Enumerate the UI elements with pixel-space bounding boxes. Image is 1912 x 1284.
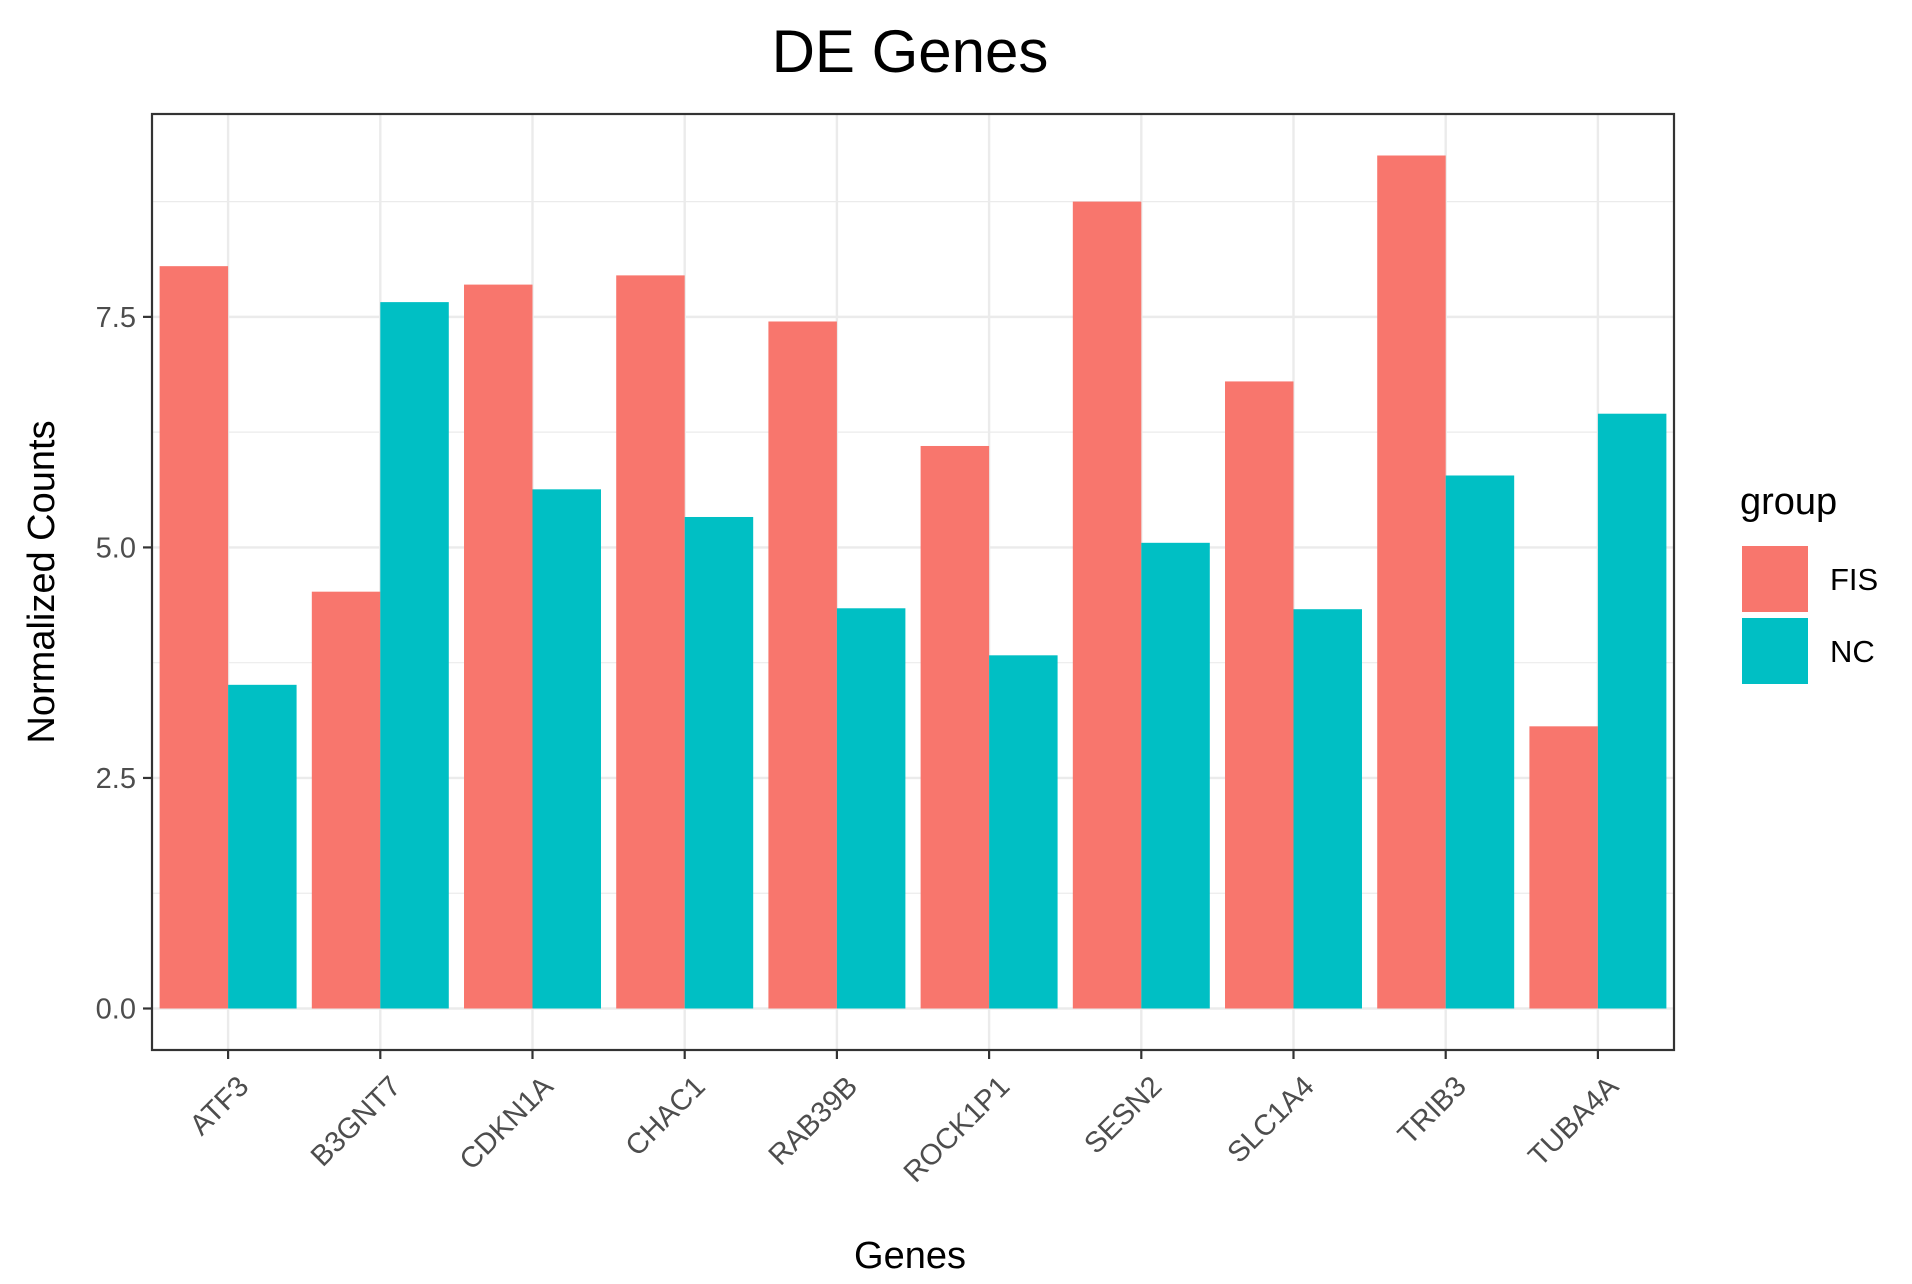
- bar-fis-slc1a4: [1225, 381, 1294, 1009]
- x-tick-label: B3GNT7: [305, 1070, 407, 1172]
- legend-label-nc: NC: [1830, 634, 1875, 669]
- bar-fis-cdkn1a: [464, 284, 533, 1009]
- chart-title: DE Genes: [772, 18, 1049, 85]
- panel-border: [150, 112, 1676, 1052]
- legend: group FIS NC: [1740, 481, 1878, 684]
- y-axis: 0.0 2.5 5.0 7.5: [96, 302, 152, 1026]
- x-axis-title: Genes: [854, 1235, 966, 1277]
- bar-nc-slc1a4: [1293, 609, 1362, 1009]
- x-tick-label: SLC1A4: [1222, 1070, 1321, 1169]
- bar-nc-sesn2: [1141, 542, 1210, 1009]
- y-axis-title: Normalized Counts: [21, 420, 63, 743]
- plot-panel: [150, 112, 1676, 1052]
- legend-key-fis: [1742, 546, 1808, 612]
- x-tick-label: TUBA4A: [1523, 1070, 1626, 1173]
- legend-key-nc: [1742, 618, 1808, 684]
- y-tick-label: 0.0: [96, 994, 136, 1026]
- bar-nc-trib3: [1445, 475, 1515, 1009]
- y-tick-label: 5.0: [96, 532, 136, 564]
- y-tick-label: 7.5: [96, 302, 136, 334]
- x-axis: ATF3 B3GNT7 CDKN1A CHAC1 RAB39B ROCK1P1 SESN2 S…: [184, 1050, 1625, 1189]
- bar-nc-cdkn1a: [532, 489, 601, 1009]
- x-tick-label: SESN2: [1079, 1070, 1169, 1160]
- x-tick-label: RAB39B: [763, 1070, 864, 1171]
- bar-fis-atf3: [159, 266, 229, 1009]
- bar-fis-b3gnt7: [311, 591, 381, 1009]
- x-tick-label: TRIB3: [1392, 1070, 1473, 1151]
- bar-nc-rock1p1: [989, 655, 1058, 1009]
- bar-nc-atf3: [228, 684, 297, 1009]
- y-tick-label: 2.5: [96, 763, 136, 795]
- bar-fis-chac1: [616, 275, 685, 1009]
- bar-fis-trib3: [1377, 155, 1446, 1009]
- bar-fis-tuba4a: [1529, 726, 1598, 1009]
- legend-label-fis: FIS: [1830, 562, 1878, 597]
- x-tick-label: CHAC1: [620, 1070, 712, 1162]
- x-tick-label: ATF3: [184, 1070, 255, 1141]
- legend-title: group: [1740, 481, 1837, 523]
- bar-fis-sesn2: [1072, 201, 1142, 1009]
- bars: [159, 155, 1667, 1009]
- x-tick-label: CDKN1A: [454, 1070, 560, 1176]
- bar-fis-rab39b: [768, 321, 837, 1009]
- bar-nc-chac1: [684, 516, 754, 1009]
- x-tick-label: ROCK1P1: [898, 1070, 1016, 1188]
- bar-fis-rock1p1: [920, 445, 990, 1009]
- bar-nc-tuba4a: [1597, 413, 1667, 1009]
- bar-nc-rab39b: [836, 608, 906, 1009]
- legend-items: FIS NC: [1742, 546, 1878, 684]
- bar-nc-b3gnt7: [380, 302, 449, 1009]
